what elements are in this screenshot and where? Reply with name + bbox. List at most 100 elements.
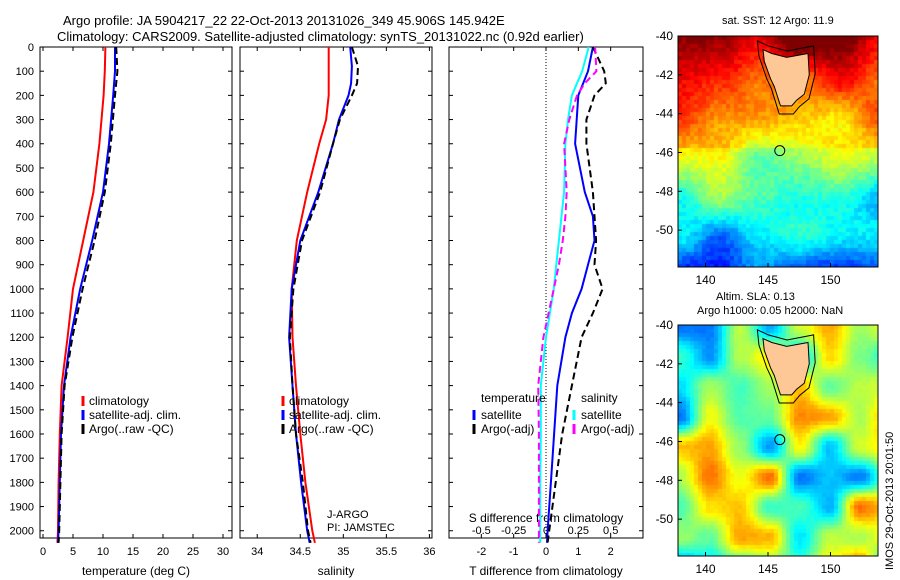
lat-tick-label: -44 bbox=[656, 107, 674, 121]
shelf-contour bbox=[756, 329, 816, 404]
lat-tick-label: -40 bbox=[656, 318, 674, 332]
series-line-argo-raw-qc- bbox=[57, 46, 119, 543]
lat-tick-label: -50 bbox=[656, 512, 674, 526]
lat-tick-label: -40 bbox=[656, 29, 674, 43]
argo-position-marker bbox=[774, 434, 786, 446]
x2-tick-label: 0 bbox=[543, 525, 549, 537]
lat-tick-label: -42 bbox=[656, 357, 674, 371]
x2-tick-label: 0.5 bbox=[603, 525, 618, 537]
legend-label: climatology bbox=[289, 394, 349, 408]
y-tick-label: 600 bbox=[16, 187, 34, 199]
lat-tick-label: -42 bbox=[656, 68, 674, 82]
lat-tick-label: -48 bbox=[656, 184, 674, 198]
y-tick-label: 1900 bbox=[10, 502, 34, 514]
lon-tick-label: 145 bbox=[758, 562, 778, 576]
x-tick-label: 0 bbox=[543, 546, 549, 558]
y-tick-label: 700 bbox=[16, 211, 34, 223]
legend-label: satellite-adj. clim. bbox=[89, 408, 181, 422]
y-tick-label: 200 bbox=[16, 90, 34, 102]
lat-tick-label: -48 bbox=[656, 473, 674, 487]
lat-tick-label: -44 bbox=[656, 396, 674, 410]
x2-axis-label: S difference from climatology bbox=[469, 511, 624, 525]
y-tick-label: 100 bbox=[16, 66, 34, 78]
y-tick-label: 0 bbox=[28, 42, 34, 54]
x-tick-label: 35 bbox=[337, 546, 349, 558]
y-tick-label: 900 bbox=[16, 260, 34, 272]
float-annotation: J-ARGO bbox=[327, 509, 369, 521]
title-line-1: Argo profile: JA 5904217_22 22-Oct-2013 … bbox=[63, 13, 505, 28]
lat-tick-label: -46 bbox=[656, 145, 674, 159]
x-tick-label: 1 bbox=[575, 546, 581, 558]
legend-label: satellite bbox=[481, 408, 522, 422]
lon-tick-label: 150 bbox=[820, 562, 840, 576]
series-line-climatology bbox=[56, 46, 107, 543]
x-tick-label: -2 bbox=[476, 546, 486, 558]
y-tick-label: 400 bbox=[16, 139, 34, 151]
legend-title-salinity: salinity bbox=[581, 391, 618, 405]
lon-tick-label: 140 bbox=[695, 562, 715, 576]
sla-map-title-2: Argo h1000: 0.05 h2000: NaN bbox=[697, 305, 844, 317]
x-tick-label: 34.5 bbox=[290, 546, 311, 558]
x-tick-label: 20 bbox=[157, 546, 169, 558]
y-tick-label: 1400 bbox=[10, 381, 34, 393]
x-axis-label: salinity bbox=[318, 564, 355, 578]
y-tick-label: 1600 bbox=[10, 429, 34, 441]
series-line-satellite bbox=[539, 46, 590, 543]
lon-tick-label: 150 bbox=[820, 273, 840, 287]
shelf-contour bbox=[756, 40, 816, 115]
x2-tick-label: -0.5 bbox=[472, 525, 491, 537]
x-tick-label: 25 bbox=[187, 546, 199, 558]
series-line-argo-raw-qc- bbox=[288, 46, 360, 544]
y-tick-label: 1300 bbox=[10, 356, 34, 368]
timestamp-stamp: IMOS 29-Oct-2013 20:01:50 bbox=[884, 431, 896, 570]
x-tick-label: 2 bbox=[608, 546, 614, 558]
legend-label: Argo(-adj) bbox=[581, 422, 634, 436]
series-line-climatology bbox=[290, 47, 330, 544]
lat-tick-label: -50 bbox=[656, 223, 674, 237]
legend-label: climatology bbox=[89, 394, 149, 408]
tasmania-land bbox=[762, 337, 810, 396]
lon-tick-label: 140 bbox=[695, 273, 715, 287]
y-tick-label: 500 bbox=[16, 163, 34, 175]
x2-tick-label: 0.25 bbox=[568, 525, 589, 537]
x-axis-label: T difference from climatology bbox=[469, 564, 623, 578]
x-tick-label: 34 bbox=[251, 546, 263, 558]
y-tick-label: 1200 bbox=[10, 332, 34, 344]
x2-tick-label: -0.25 bbox=[501, 525, 526, 537]
series-line-argo-adj- bbox=[537, 46, 598, 543]
legend-label: satellite-adj. clim. bbox=[289, 408, 381, 422]
y-tick-label: 1700 bbox=[10, 453, 34, 465]
legend-label: Argo(..raw -QC) bbox=[289, 422, 374, 436]
series-line-satellite bbox=[546, 46, 596, 543]
x-tick-label: 36 bbox=[423, 546, 435, 558]
x-tick-label: -1 bbox=[509, 546, 519, 558]
title-line-2: Climatology: CARS2009. Satellite-adjuste… bbox=[57, 29, 584, 44]
x-tick-label: 35.5 bbox=[376, 546, 397, 558]
x-tick-label: 10 bbox=[97, 546, 109, 558]
y-tick-label: 300 bbox=[16, 115, 34, 127]
lon-tick-label: 145 bbox=[758, 273, 778, 287]
legend-title-temperature: temperature bbox=[481, 391, 546, 405]
y-tick-label: 1500 bbox=[10, 405, 34, 417]
y-tick-label: 1800 bbox=[10, 477, 34, 489]
tasmania-land bbox=[762, 48, 810, 107]
map-frame bbox=[677, 35, 879, 268]
x-axis-label: temperature (deg C) bbox=[82, 564, 190, 578]
x-tick-label: 0 bbox=[40, 546, 46, 558]
lat-tick-label: -46 bbox=[656, 434, 674, 448]
sla-map-title-1: Altim. SLA: 0.13 bbox=[716, 291, 795, 303]
x-tick-label: 5 bbox=[70, 546, 76, 558]
series-line-satellite-adj-clim- bbox=[288, 46, 353, 544]
x-tick-label: 30 bbox=[217, 546, 229, 558]
y-tick-label: 2000 bbox=[10, 526, 34, 538]
argo-position-marker bbox=[774, 145, 786, 157]
map-frame bbox=[677, 324, 879, 557]
y-tick-label: 800 bbox=[16, 235, 34, 247]
series-line-argo-adj- bbox=[546, 46, 607, 543]
y-tick-label: 1100 bbox=[10, 308, 34, 320]
x-tick-label: 15 bbox=[127, 546, 139, 558]
float-annotation: PI: JAMSTEC bbox=[327, 522, 395, 534]
legend-label: Argo(..raw -QC) bbox=[89, 422, 174, 436]
